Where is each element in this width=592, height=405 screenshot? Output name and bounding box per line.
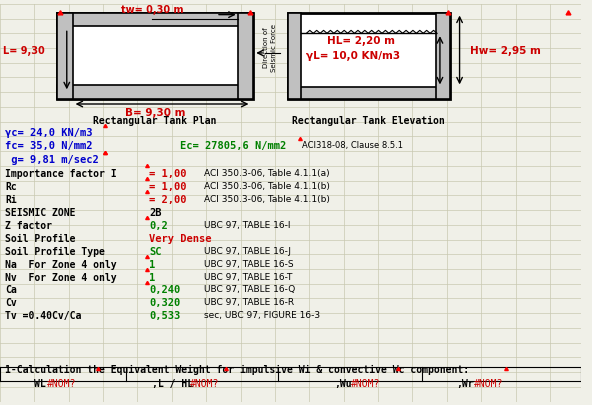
Text: SEISMIC ZONE: SEISMIC ZONE — [5, 208, 75, 218]
Text: UBC 97, TABLE 16-S: UBC 97, TABLE 16-S — [204, 260, 294, 269]
Text: Z factor: Z factor — [5, 221, 52, 231]
Bar — [288, 13, 450, 99]
Text: 0,2: 0,2 — [149, 221, 168, 231]
Text: UBC 97, TABLE 16-Q: UBC 97, TABLE 16-Q — [204, 286, 295, 294]
Text: Importance factor I: Importance factor I — [5, 169, 117, 179]
Text: fc= 35,0 N/mm2: fc= 35,0 N/mm2 — [5, 141, 92, 151]
Text: = 1,00: = 1,00 — [149, 169, 186, 179]
Text: Direction of
Seismic Force: Direction of Seismic Force — [263, 24, 277, 72]
Text: Soil Profile Type: Soil Profile Type — [5, 247, 105, 257]
Text: ,L / HL: ,L / HL — [152, 379, 194, 389]
Text: UBC 97, TABLE 16-T: UBC 97, TABLE 16-T — [204, 273, 292, 281]
Text: ,Wu: ,Wu — [334, 379, 352, 389]
Text: 0,533: 0,533 — [149, 311, 181, 322]
Text: B= 9,30 m: B= 9,30 m — [125, 108, 185, 118]
Text: γc= 24,0 KN/m3: γc= 24,0 KN/m3 — [5, 128, 92, 138]
Text: = 2,00: = 2,00 — [149, 195, 186, 205]
Text: Na  For Zone 4 only: Na For Zone 4 only — [5, 260, 117, 270]
Text: Hw= 2,95 m: Hw= 2,95 m — [470, 46, 541, 56]
Text: ACI 350.3-06, Table 4.1.1(a): ACI 350.3-06, Table 4.1.1(a) — [204, 169, 330, 178]
Bar — [288, 13, 301, 99]
Bar — [57, 13, 253, 99]
Text: γL= 10,0 KN/m3: γL= 10,0 KN/m3 — [307, 51, 401, 61]
Text: Nv  For Zone 4 only: Nv For Zone 4 only — [5, 273, 117, 283]
Text: #NOM?: #NOM? — [474, 379, 503, 389]
Text: UBC 97, TABLE 16-I: UBC 97, TABLE 16-I — [204, 221, 291, 230]
Text: 1: 1 — [149, 273, 156, 283]
Bar — [57, 13, 253, 26]
Text: WL: WL — [34, 379, 46, 389]
Text: Rectangular Tank Elevation: Rectangular Tank Elevation — [292, 116, 445, 126]
Text: #NOM?: #NOM? — [190, 379, 219, 389]
Text: g= 9,81 m/sec2: g= 9,81 m/sec2 — [5, 155, 99, 165]
Bar — [237, 13, 253, 99]
Text: = 1,00: = 1,00 — [149, 182, 186, 192]
Text: Cv: Cv — [5, 298, 17, 309]
Bar — [288, 87, 450, 99]
Bar — [436, 13, 450, 99]
Text: Tv =0.40Cv/Ca: Tv =0.40Cv/Ca — [5, 311, 81, 322]
Text: 2B: 2B — [149, 208, 162, 218]
Text: 1-Calculation the Equivalent Weight for impulsive Wi & convective Wc component:: 1-Calculation the Equivalent Weight for … — [5, 365, 469, 375]
Text: ,Wr: ,Wr — [456, 379, 474, 389]
Text: Ec= 27805,6 N/mm2: Ec= 27805,6 N/mm2 — [180, 141, 286, 151]
Text: Ca: Ca — [5, 286, 17, 296]
Text: ACI318-08, Clause 8.5.1: ACI318-08, Clause 8.5.1 — [303, 141, 404, 150]
Text: #NOM?: #NOM? — [47, 379, 76, 389]
Text: 0,240: 0,240 — [149, 286, 181, 296]
Text: #NOM?: #NOM? — [351, 379, 381, 389]
Text: Very Dense: Very Dense — [149, 234, 212, 244]
Bar — [57, 85, 253, 99]
Text: ACI 350.3-06, Table 4.1.1(b): ACI 350.3-06, Table 4.1.1(b) — [204, 182, 330, 191]
Text: L= 9,30: L= 9,30 — [3, 46, 45, 56]
Text: tw= 0,30 m: tw= 0,30 m — [121, 5, 184, 15]
Text: ACI 350.3-06, Table 4.1.1(b): ACI 350.3-06, Table 4.1.1(b) — [204, 195, 330, 204]
Text: UBC 97, TABLE 16-J: UBC 97, TABLE 16-J — [204, 247, 291, 256]
Text: Ri: Ri — [5, 195, 17, 205]
Text: sec, UBC 97, FIGURE 16-3: sec, UBC 97, FIGURE 16-3 — [204, 311, 320, 320]
Bar — [57, 13, 73, 99]
Text: UBC 97, TABLE 16-R: UBC 97, TABLE 16-R — [204, 298, 294, 307]
Text: 1: 1 — [149, 260, 156, 270]
Text: Rectangular Tank Plan: Rectangular Tank Plan — [94, 116, 217, 126]
Text: Soil Profile: Soil Profile — [5, 234, 75, 244]
Text: SC: SC — [149, 247, 162, 257]
Text: HL= 2,20 m: HL= 2,20 m — [327, 36, 395, 46]
Text: 0,320: 0,320 — [149, 298, 181, 309]
Text: Rc: Rc — [5, 182, 17, 192]
